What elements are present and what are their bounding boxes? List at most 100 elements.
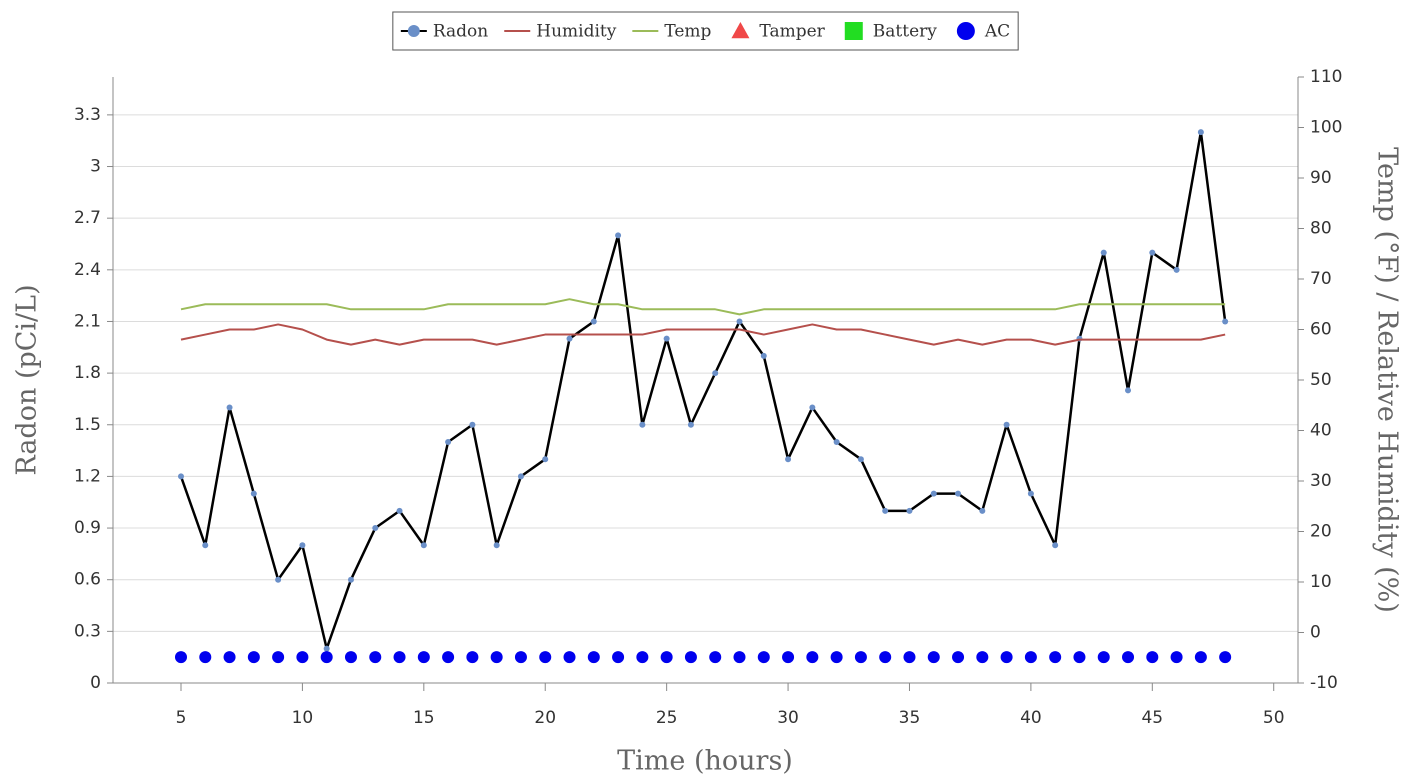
marker <box>736 318 743 325</box>
y2-tick-label: 90 <box>1310 168 1332 188</box>
marker <box>517 473 524 480</box>
marker <box>660 651 673 664</box>
marker <box>1100 249 1107 256</box>
x-tick-label: 35 <box>899 708 921 728</box>
x-tick-label: 15 <box>413 708 435 728</box>
marker <box>930 490 937 497</box>
marker <box>785 456 792 463</box>
legend-marker <box>731 22 750 39</box>
marker <box>1122 651 1135 664</box>
y-tick-label: 2.4 <box>74 260 101 280</box>
marker <box>296 651 309 664</box>
marker <box>514 651 527 664</box>
marker <box>347 576 354 583</box>
y2-tick-label: 100 <box>1310 118 1342 138</box>
marker <box>927 651 940 664</box>
marker <box>806 651 819 664</box>
marker <box>903 651 916 664</box>
y-tick-label: 2.7 <box>74 208 101 228</box>
marker <box>955 490 962 497</box>
marker <box>299 542 306 549</box>
marker <box>445 438 452 445</box>
x-tick-label: 40 <box>1020 708 1042 728</box>
series-line <box>179 130 1227 650</box>
marker <box>979 507 986 514</box>
marker <box>177 473 184 480</box>
marker <box>223 651 236 664</box>
y2-tick-label: 60 <box>1310 320 1332 340</box>
marker <box>1197 129 1204 136</box>
marker <box>420 542 427 549</box>
marker <box>247 651 260 664</box>
marker <box>490 651 503 664</box>
y2-tick-label: 50 <box>1310 370 1332 390</box>
y-tick-label: 1.2 <box>74 466 101 486</box>
marker <box>906 507 913 514</box>
y2-tick-label: 80 <box>1310 219 1332 239</box>
marker <box>369 651 382 664</box>
y-tick-label: 3.3 <box>74 105 101 125</box>
marker <box>733 651 746 664</box>
marker <box>663 335 670 342</box>
marker <box>202 542 209 549</box>
marker <box>469 421 476 428</box>
y-tick-label: 0.9 <box>74 518 101 538</box>
marker <box>442 651 455 664</box>
y2-tick-label: 110 <box>1310 67 1342 87</box>
marker <box>709 651 722 664</box>
marker <box>1149 249 1156 256</box>
y2-tick-label: 20 <box>1310 522 1332 542</box>
x-axis-title: Time (hours) <box>617 746 793 777</box>
marker <box>275 576 282 583</box>
marker <box>587 651 600 664</box>
legend-label: Radon <box>433 22 488 42</box>
marker <box>1052 542 1059 549</box>
marker <box>712 370 719 377</box>
marker <box>199 651 212 664</box>
marker <box>1027 490 1034 497</box>
legend-label: Tamper <box>759 22 825 42</box>
series-line <box>180 323 1226 346</box>
marker <box>393 651 406 664</box>
x-tick-label: 10 <box>292 708 314 728</box>
marker <box>539 651 552 664</box>
marker <box>1146 651 1159 664</box>
marker <box>857 456 864 463</box>
marker <box>323 645 330 652</box>
marker <box>760 352 767 359</box>
marker <box>830 651 843 664</box>
marker <box>612 651 625 664</box>
legend-box <box>392 11 1019 51</box>
legend-label: Battery <box>873 22 937 42</box>
marker <box>344 651 357 664</box>
marker <box>1000 651 1013 664</box>
marker <box>757 651 770 664</box>
y2-tick-label: 30 <box>1310 471 1332 491</box>
marker <box>684 651 697 664</box>
y-axis-title: Radon (pCi/L) <box>12 284 43 475</box>
legend-marker <box>407 25 420 37</box>
marker <box>174 651 187 664</box>
marker <box>372 525 379 532</box>
x-tick-label: 20 <box>534 708 556 728</box>
marker <box>417 651 430 664</box>
y2-tick-label: 40 <box>1310 421 1332 441</box>
marker <box>493 542 500 549</box>
marker <box>1073 651 1086 664</box>
y-tick-label: 0.6 <box>74 570 101 590</box>
y-tick-label: 0.3 <box>74 621 101 641</box>
marker <box>854 651 867 664</box>
marker <box>882 507 889 514</box>
marker <box>1097 651 1110 664</box>
x-tick-label: 5 <box>176 708 187 728</box>
marker <box>1125 387 1132 394</box>
y2-tick-label: -10 <box>1310 673 1338 693</box>
marker <box>687 421 694 428</box>
legend-marker <box>956 22 975 40</box>
marker <box>542 456 549 463</box>
marker <box>1194 651 1207 664</box>
x-tick-label: 25 <box>656 708 678 728</box>
marker <box>320 651 333 664</box>
legend-marker <box>844 22 863 40</box>
series-line <box>180 298 1226 316</box>
